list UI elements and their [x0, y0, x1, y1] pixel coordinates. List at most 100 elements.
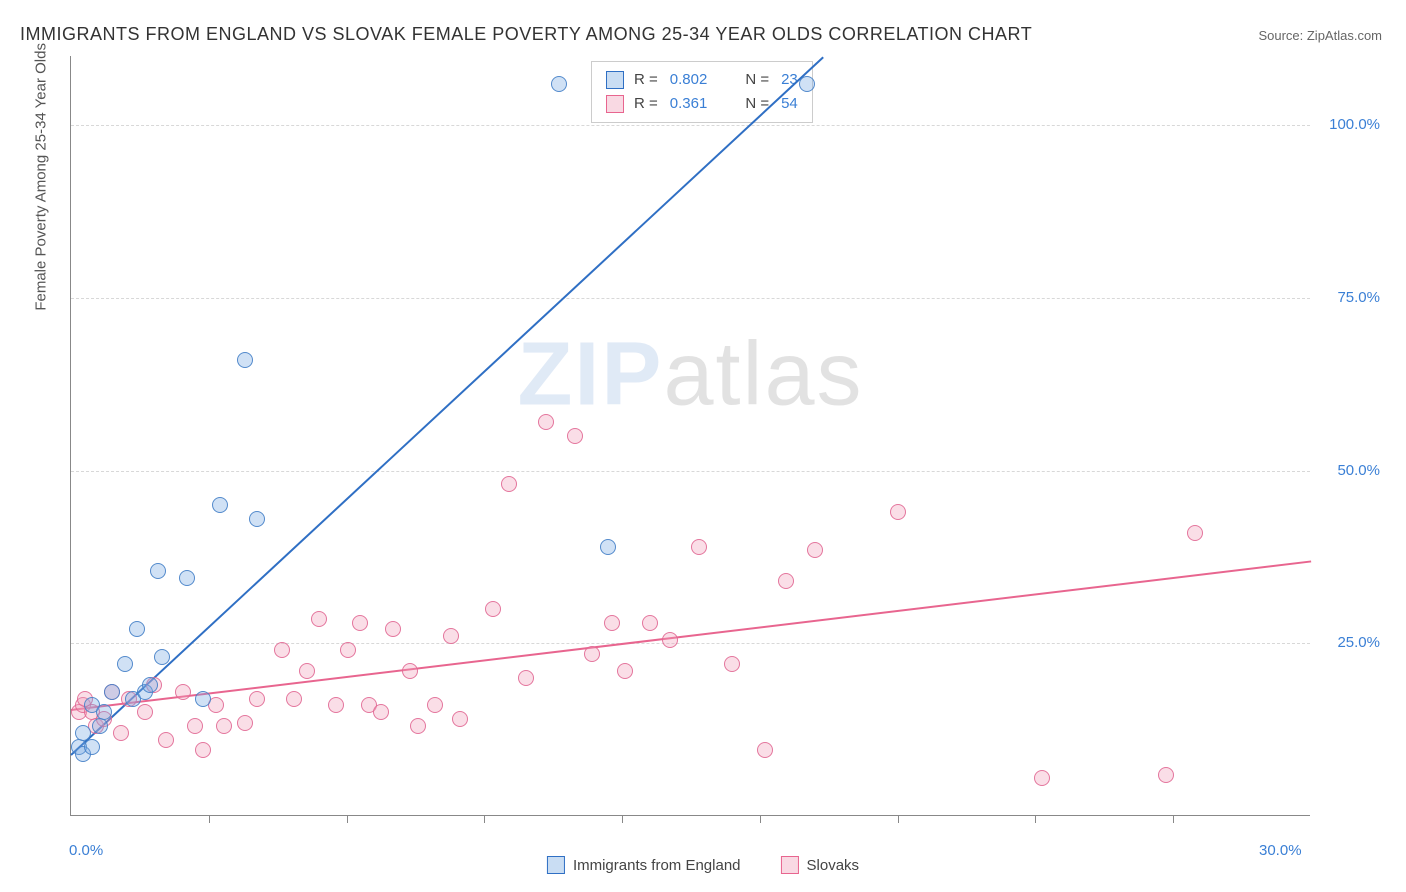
data-point — [274, 642, 290, 658]
data-point — [890, 504, 906, 520]
x-tick — [1173, 815, 1174, 823]
data-point — [1034, 770, 1050, 786]
data-point — [352, 615, 368, 631]
data-point — [551, 76, 567, 92]
data-point — [1158, 767, 1174, 783]
data-point — [212, 497, 228, 513]
gridline-h — [71, 643, 1310, 644]
legend-stats: R = 0.802 N = 23 R = 0.361 N = 54 — [591, 61, 813, 123]
n-label: N = — [745, 92, 769, 116]
legend-stats-row-blue: R = 0.802 N = 23 — [606, 68, 798, 92]
r-value-pink: 0.361 — [670, 92, 708, 116]
data-point — [385, 621, 401, 637]
y-axis-label: Female Poverty Among 25-34 Year Olds — [33, 43, 50, 311]
r-label: R = — [634, 68, 658, 92]
data-point — [443, 628, 459, 644]
data-point — [328, 697, 344, 713]
data-point — [373, 704, 389, 720]
legend-item-pink: Slovaks — [781, 856, 860, 874]
watermark: ZIPatlas — [517, 323, 863, 426]
data-point — [129, 621, 145, 637]
data-point — [799, 76, 815, 92]
data-point — [518, 670, 534, 686]
data-point — [604, 615, 620, 631]
r-label: R = — [634, 92, 658, 116]
gridline-h — [71, 471, 1310, 472]
data-point — [584, 646, 600, 662]
data-point — [807, 542, 823, 558]
legend-stats-row-pink: R = 0.361 N = 54 — [606, 92, 798, 116]
data-point — [724, 656, 740, 672]
data-point — [237, 715, 253, 731]
legend-label-blue: Immigrants from England — [573, 857, 741, 874]
legend-swatch-blue-icon — [547, 856, 565, 874]
legend-swatch-blue-icon — [606, 71, 624, 89]
data-point — [538, 414, 554, 430]
x-tick — [347, 815, 348, 823]
data-point — [84, 739, 100, 755]
x-tick-label: 0.0% — [69, 842, 103, 859]
source-label: Source: ZipAtlas.com — [1258, 28, 1382, 43]
plot-area: ZIPatlas Female Poverty Among 25-34 Year… — [70, 56, 1310, 816]
data-point — [778, 573, 794, 589]
x-tick — [209, 815, 210, 823]
data-point — [137, 704, 153, 720]
data-point — [150, 563, 166, 579]
x-tick-label: 30.0% — [1259, 842, 1302, 859]
data-point — [311, 611, 327, 627]
data-point — [142, 677, 158, 693]
data-point — [600, 539, 616, 555]
chart-title: IMMIGRANTS FROM ENGLAND VS SLOVAK FEMALE… — [20, 24, 1032, 45]
data-point — [249, 511, 265, 527]
watermark-bold: ZIP — [517, 324, 663, 424]
y-tick-label: 75.0% — [1320, 289, 1380, 306]
x-tick — [622, 815, 623, 823]
gridline-h — [71, 125, 1310, 126]
data-point — [1187, 525, 1203, 541]
data-point — [427, 697, 443, 713]
trend-line — [70, 56, 824, 755]
x-tick — [484, 815, 485, 823]
data-point — [187, 718, 203, 734]
legend-swatch-pink-icon — [781, 856, 799, 874]
data-point — [691, 539, 707, 555]
data-point — [501, 476, 517, 492]
data-point — [299, 663, 315, 679]
data-point — [402, 663, 418, 679]
data-point — [286, 691, 302, 707]
data-point — [567, 428, 583, 444]
n-value-pink: 54 — [781, 92, 798, 116]
data-point — [249, 691, 265, 707]
data-point — [216, 718, 232, 734]
data-point — [179, 570, 195, 586]
chart-container: IMMIGRANTS FROM ENGLAND VS SLOVAK FEMALE… — [0, 0, 1406, 892]
data-point — [195, 742, 211, 758]
data-point — [113, 725, 129, 741]
x-tick — [1035, 815, 1036, 823]
data-point — [195, 691, 211, 707]
data-point — [154, 649, 170, 665]
legend-swatch-pink-icon — [606, 95, 624, 113]
data-point — [452, 711, 468, 727]
gridline-h — [71, 298, 1310, 299]
data-point — [642, 615, 658, 631]
r-value-blue: 0.802 — [670, 68, 708, 92]
n-label: N = — [745, 68, 769, 92]
y-tick-label: 50.0% — [1320, 462, 1380, 479]
data-point — [662, 632, 678, 648]
data-point — [117, 656, 133, 672]
data-point — [237, 352, 253, 368]
y-tick-label: 25.0% — [1320, 634, 1380, 651]
x-tick — [760, 815, 761, 823]
data-point — [617, 663, 633, 679]
data-point — [158, 732, 174, 748]
y-tick-label: 100.0% — [1320, 116, 1380, 133]
data-point — [92, 718, 108, 734]
legend-item-blue: Immigrants from England — [547, 856, 741, 874]
legend-series: Immigrants from England Slovaks — [547, 856, 859, 874]
data-point — [104, 684, 120, 700]
data-point — [340, 642, 356, 658]
x-tick — [898, 815, 899, 823]
legend-label-pink: Slovaks — [807, 857, 860, 874]
data-point — [96, 704, 112, 720]
